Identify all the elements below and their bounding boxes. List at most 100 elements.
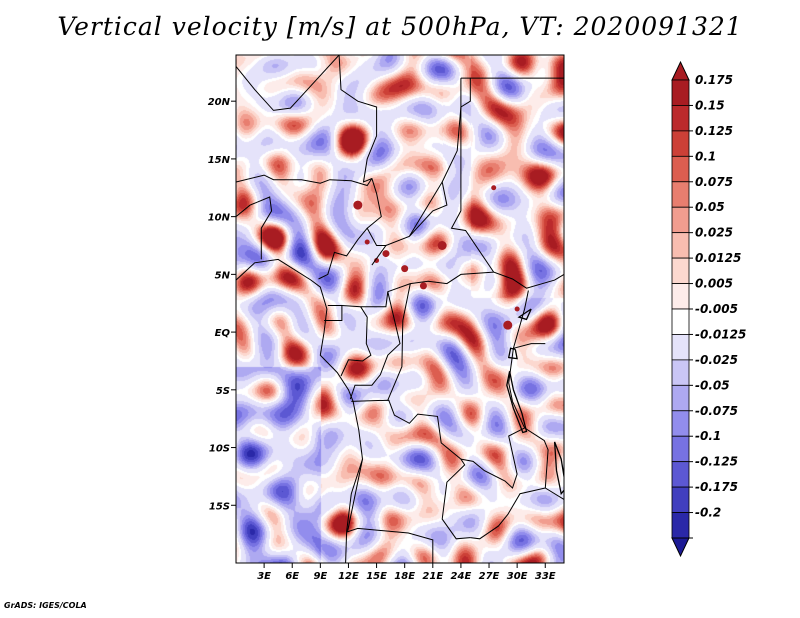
x-tick-label: 18E <box>394 571 415 582</box>
colorbar-segment <box>671 410 690 437</box>
colorbar-segment <box>671 105 690 132</box>
colorbar-label: 0.005 <box>695 277 733 291</box>
colorbar-segment <box>671 79 690 106</box>
colorbar-label: 0.175 <box>695 73 733 87</box>
updraft-cell <box>364 239 370 245</box>
colorbar: 0.175 0.15 0.125 0.1 0.075 0.05 0.025 0.0125 0.0… <box>671 60 746 558</box>
border-line <box>408 181 443 237</box>
colorbar-label: -0.025 <box>695 353 738 367</box>
x-tick-label: 6E <box>285 571 299 582</box>
colorbar-label: 0.05 <box>695 200 725 214</box>
updraft-cell <box>353 200 363 210</box>
colorbar-segment <box>671 206 690 234</box>
updraft-cell <box>437 241 447 250</box>
border-line <box>236 258 364 563</box>
border-line <box>349 291 401 400</box>
colorbar-label: 0.125 <box>695 124 733 138</box>
border-line <box>236 196 273 260</box>
colorbar-segment <box>671 384 690 412</box>
y-tick-label: EQ <box>215 328 231 339</box>
updraft-cell <box>503 320 513 330</box>
colorbar-segment <box>671 257 690 284</box>
x-tick-label: 33E <box>535 571 556 582</box>
colorbar-bottom-arrow <box>671 537 690 558</box>
border-line <box>324 305 343 321</box>
border-line <box>513 343 546 349</box>
lake-outline <box>517 308 532 321</box>
border-line <box>460 77 471 108</box>
updraft-cell <box>382 250 390 258</box>
velocity-field <box>236 55 564 563</box>
border-line <box>318 227 368 280</box>
border-line <box>236 174 373 187</box>
updraft-cell <box>491 185 497 191</box>
colorbar-label: 0.1 <box>695 149 716 163</box>
colorbar-label: -0.2 <box>695 506 721 520</box>
colorbar-segment <box>671 181 690 208</box>
colorbar-segment <box>671 308 690 335</box>
colorbar-segment <box>671 155 690 183</box>
colorbar-label: -0.175 <box>695 480 738 494</box>
border-line <box>545 487 564 500</box>
x-tick-label: 15E <box>366 571 387 582</box>
map-frame <box>235 54 565 564</box>
map-panel <box>236 55 564 563</box>
lake-outline <box>506 371 528 434</box>
colorbar-segment <box>671 512 690 539</box>
x-tick-label: 27E <box>479 571 500 582</box>
colorbar-segment <box>671 461 690 488</box>
border-line <box>236 55 340 111</box>
border-line <box>387 283 411 401</box>
y-tick-label: 10S <box>209 444 230 455</box>
grads-credit: GrADS: IGES/COLA <box>4 601 87 610</box>
x-tick-label: 9E <box>313 571 327 582</box>
colorbar-segment <box>671 334 690 361</box>
x-tick-label: 21E <box>422 571 443 582</box>
colorbar-label: 0.025 <box>695 226 733 240</box>
colorbar-label: -0.05 <box>695 378 730 392</box>
country-borders <box>236 55 564 563</box>
border-line <box>371 245 387 266</box>
y-tick-label: 10N <box>208 213 231 224</box>
border-line <box>460 427 525 489</box>
x-tick-label: 12E <box>338 571 359 582</box>
x-tick-label: 3E <box>257 571 271 582</box>
colorbar-label: 0.15 <box>695 98 725 112</box>
border-line <box>327 271 494 308</box>
colorbar-label: 0.075 <box>695 175 733 189</box>
y-tick-label: 15S <box>209 501 230 512</box>
updraft-cell <box>401 265 409 273</box>
colorbar-label: -0.0125 <box>695 327 746 341</box>
colorbar-label: -0.125 <box>695 455 738 469</box>
x-tick-label: 24E <box>451 571 472 582</box>
y-tick-label: 20N <box>208 97 231 108</box>
colorbar-label: -0.1 <box>695 429 721 443</box>
colorbar-label: -0.005 <box>695 302 738 316</box>
border-line <box>340 306 372 377</box>
colorbar-top-arrow <box>671 60 690 81</box>
colorbar-segment <box>671 232 690 259</box>
x-axis: 3E 6E 9E 12E 15E 18E 21E 24E 27E 30E 33E <box>257 563 556 582</box>
y-tick-label: 15N <box>208 155 231 166</box>
colorbar-segment <box>671 283 690 310</box>
y-tick-label: 5S <box>216 386 230 397</box>
y-axis: 20N 15N 10N 5N EQ 5S 10S 15S <box>208 97 236 512</box>
lake-outline <box>507 347 518 360</box>
y-tick-label: 5N <box>215 270 231 281</box>
colorbar-label: -0.075 <box>695 404 738 418</box>
colorbar-segment <box>671 359 690 386</box>
updraft-cell <box>514 306 520 312</box>
border-line <box>346 458 434 563</box>
x-tick-label: 30E <box>507 571 528 582</box>
colorbar-segment <box>671 435 690 463</box>
colorbar-segment <box>671 486 690 513</box>
colorbar-segment <box>671 130 690 157</box>
updraft-cell <box>374 258 380 264</box>
updraft-cell <box>419 282 427 290</box>
border-line <box>470 290 549 540</box>
colorbar-label: 0.0125 <box>695 251 741 265</box>
chart-title: Vertical velocity [m/s] at 500hPa, VT: 2… <box>57 12 743 41</box>
border-line <box>338 55 462 246</box>
border-line <box>351 399 471 540</box>
